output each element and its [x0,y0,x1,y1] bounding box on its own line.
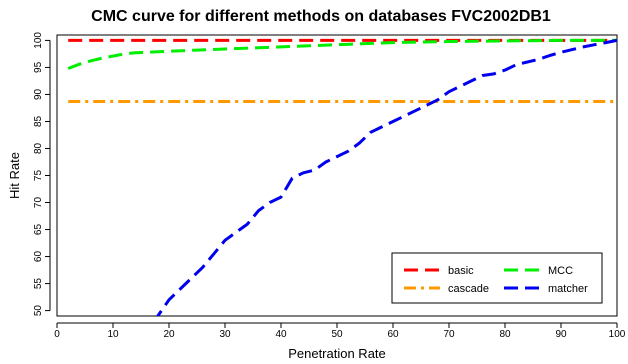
plot-border [56,34,618,317]
y-tick-label: 100 [33,32,44,49]
legend-label-basic: basic [448,265,474,277]
x-tick-label: 20 [163,329,175,340]
y-tick-label: 95 [33,61,44,73]
legend-label-matcher: matcher [548,283,588,295]
x-axis: 0 10 20 30 40 50 60 70 80 90 100 [54,322,626,340]
x-tick-label: 80 [499,329,511,340]
series-group [67,38,617,316]
x-tick-label: 50 [331,329,343,340]
series-line-matcher [155,38,617,316]
x-tick-label: 0 [54,329,60,340]
y-tick-label: 85 [33,115,44,127]
chart-title: CMC curve for different methods on datab… [91,8,551,25]
plot-frame [56,34,618,317]
y-tick-label: 60 [33,251,44,263]
y-tick-label: 65 [33,224,44,236]
legend: basic MCC cascade matcher [391,252,603,304]
y-tick-label: 80 [33,142,44,154]
x-axis-label: Penetration Rate [288,346,386,361]
y-tick-label: 50 [33,305,44,317]
series-line-MCC [67,38,617,70]
x-tick-label: 70 [443,329,455,340]
legend-box [391,252,603,304]
y-tick-label: 70 [33,197,44,209]
y-tick-label: 55 [33,278,44,290]
y-axis-label: Hit Rate [7,152,22,199]
y-axis: 50 55 60 65 70 75 80 85 90 95 100 [33,32,51,317]
x-tick-label: 90 [555,329,567,340]
x-tick-label: 40 [275,329,287,340]
y-tick-label: 75 [33,170,44,182]
x-tick-label: 60 [387,329,399,340]
y-tick-label: 90 [33,88,44,100]
x-tick-label: 100 [609,329,626,340]
x-tick-label: 30 [219,329,231,340]
legend-label-MCC: MCC [548,265,573,277]
legend-label-cascade: cascade [448,283,489,295]
x-tick-label: 10 [107,329,119,340]
